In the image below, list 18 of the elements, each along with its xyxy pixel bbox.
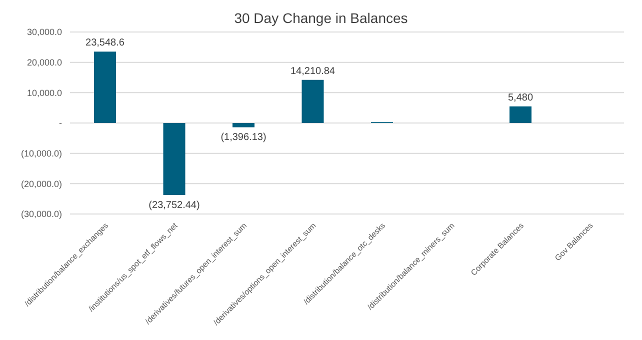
bar (302, 80, 324, 123)
y-tick-label: 30,000.0 (26, 27, 62, 38)
y-tick-label: (30,000.0) (20, 209, 62, 220)
data-label: (23,752.44) (148, 200, 200, 212)
data-label: 14,210.84 (290, 66, 336, 77)
bar (232, 123, 254, 128)
bar (94, 52, 116, 123)
chart-title: 30 Day Change in Balances (233, 9, 409, 28)
bar (510, 106, 532, 123)
bar (163, 123, 186, 196)
y-tick-label: 10,000.0 (26, 88, 62, 98)
data-label: (1,396.13) (220, 132, 266, 144)
y-tick-label: - (59, 118, 62, 128)
data-label: 5,480 (508, 92, 534, 104)
y-tick-label: (20,000.0) (20, 178, 62, 189)
y-tick-label: (10,000.0) (20, 148, 62, 159)
data-label: 23,548.6 (86, 38, 125, 49)
y-tick-label: 20,000.0 (26, 58, 62, 68)
